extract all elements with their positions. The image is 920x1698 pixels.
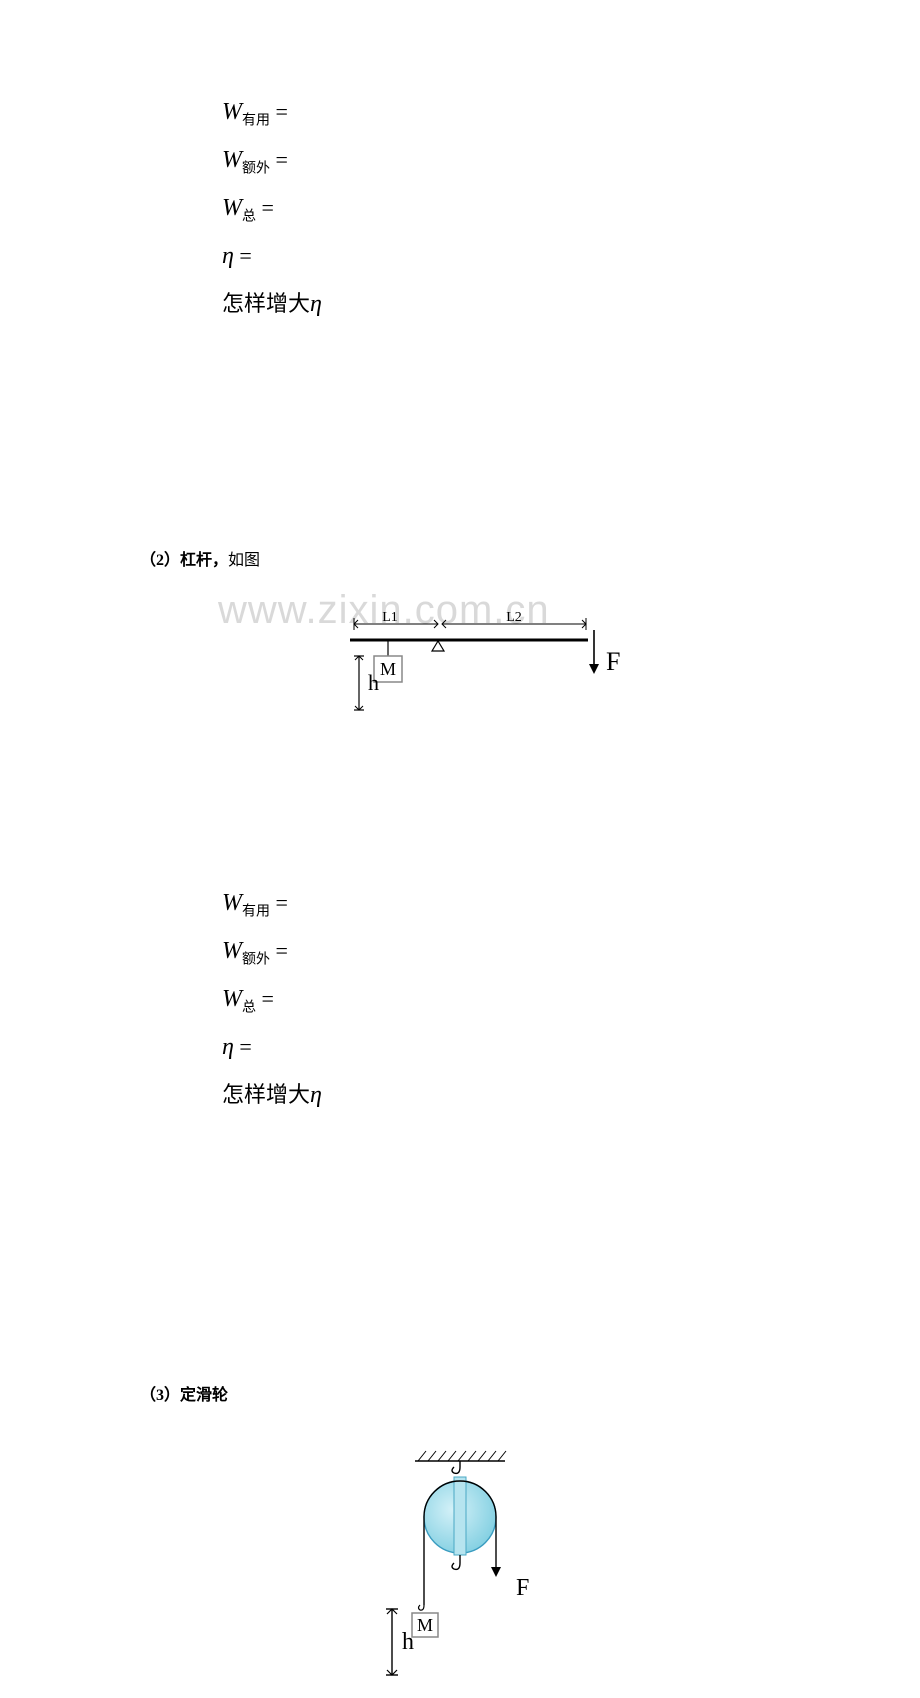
eq-increase-eta: 怎样增大η	[222, 280, 920, 328]
label-h: h	[368, 670, 379, 695]
pulley-bracket	[454, 1477, 466, 1555]
lever-svg: L1 L2 M h F	[338, 610, 628, 730]
eq-useful-work: W有用 =	[222, 88, 920, 136]
force-arrow-icon	[491, 1567, 501, 1577]
eq-eta: η =	[222, 1023, 920, 1071]
bottom-hook-icon	[452, 1555, 460, 1569]
section-2-heading: （2）杠杆，如图	[140, 546, 920, 570]
equations-block-1: W有用 = W额外 = W总 = η = 怎样增大η	[222, 88, 920, 328]
section-3-heading: （3）定滑轮	[140, 1381, 920, 1405]
eq-total-work: W总 =	[222, 975, 920, 1023]
force-arrow-icon	[589, 664, 599, 674]
eq-total-work: W总 =	[222, 184, 920, 232]
ceiling-hatching	[418, 1451, 506, 1461]
label-F: F	[606, 647, 620, 676]
eq-extra-work: W额外 =	[222, 136, 920, 184]
pulley-diagram: F M h	[360, 1443, 920, 1698]
label-F: F	[516, 1575, 529, 1601]
label-L1: L1	[382, 610, 398, 625]
eq-increase-eta: 怎样增大η	[222, 1071, 920, 1119]
fulcrum-icon	[432, 641, 444, 651]
eq-eta: η =	[222, 232, 920, 280]
pulley-svg: F M h	[360, 1443, 580, 1693]
equations-block-2: W有用 = W额外 = W总 = η = 怎样增大η	[222, 879, 920, 1119]
label-h: h	[402, 1629, 414, 1655]
label-L2: L2	[506, 610, 522, 625]
eq-extra-work: W额外 =	[222, 927, 920, 975]
label-M: M	[380, 659, 396, 679]
label-M: M	[417, 1615, 433, 1635]
eq-useful-work: W有用 =	[222, 879, 920, 927]
lever-diagram: L1 L2 M h F	[338, 610, 920, 735]
top-hook-icon	[452, 1461, 460, 1473]
